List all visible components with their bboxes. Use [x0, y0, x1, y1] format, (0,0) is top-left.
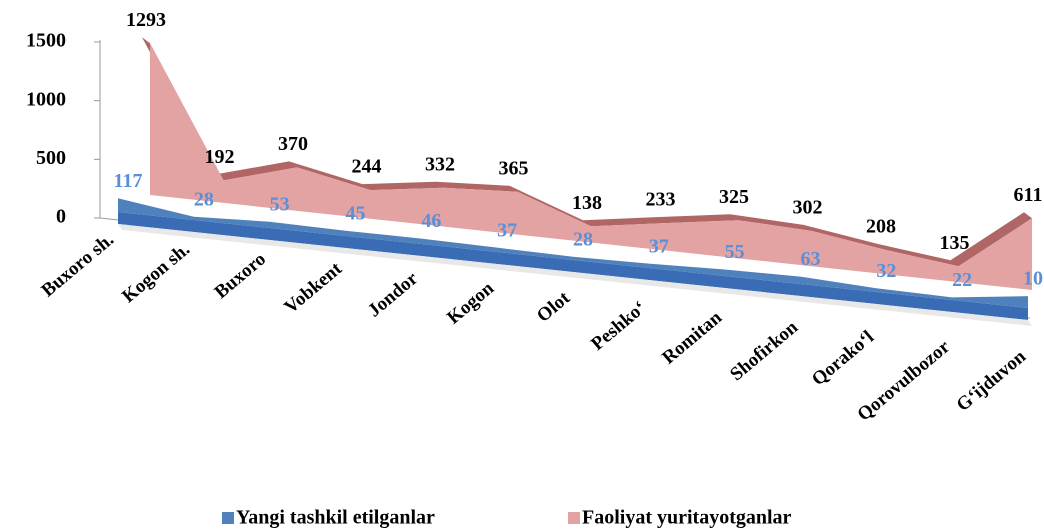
data-label: 332 [425, 153, 455, 175]
data-label: 101 [1023, 268, 1044, 290]
area-front [118, 212, 1028, 320]
x-tick-label: Shofirkon [726, 317, 802, 386]
data-label: 611 [1014, 184, 1043, 206]
data-label: 244 [352, 156, 382, 178]
area [150, 43, 1032, 291]
y-tick-label: 500 [36, 147, 66, 169]
data-label: 302 [793, 196, 823, 218]
y-tick-label: 0 [56, 206, 66, 228]
x-tick-label: Olot [533, 287, 575, 327]
x-tick-label: Qorako‘l [808, 327, 878, 391]
data-label: 325 [719, 186, 749, 208]
data-label: 370 [278, 133, 308, 155]
floor-edge [118, 224, 1032, 326]
data-label: 135 [940, 232, 970, 254]
x-tick-label: Kogon [443, 278, 498, 329]
x-tick-label: Vobkent [280, 258, 346, 318]
data-label: 28 [194, 188, 214, 210]
area [118, 198, 1028, 308]
data-label: 208 [866, 215, 896, 237]
legend-label: Faoliyat yuritayotganlar [582, 507, 792, 529]
data-label: 32 [876, 260, 896, 282]
x-tick-label: Romitan [658, 307, 726, 369]
x-tick-label: Kogon sh. [118, 239, 194, 307]
data-label: 55 [725, 241, 745, 263]
x-tick-label: Buxoro [211, 249, 270, 304]
data-label: 233 [646, 189, 676, 211]
data-label: 37 [649, 235, 669, 257]
data-label: 37 [497, 219, 517, 241]
data-label: 46 [421, 210, 441, 232]
x-tick-label: G‘ijduvon [953, 346, 1031, 416]
x-tick-label: Jondor [364, 268, 422, 322]
legend-swatch [222, 512, 234, 524]
data-label: 22 [952, 269, 972, 291]
x-tick-label: Buxoro sh. [38, 229, 118, 301]
data-label: 365 [499, 157, 529, 179]
data-label: 138 [572, 192, 602, 214]
area-top-edge [142, 37, 1032, 267]
y-tick-label: 1000 [26, 88, 66, 110]
data-label: 1293 [126, 9, 166, 31]
x-tick-label: Peshko‘ [587, 297, 650, 354]
y-tick-label: 1500 [26, 30, 66, 52]
data-label: 192 [205, 146, 235, 168]
legend-label: Yangi tashkil etilganlar [236, 507, 435, 529]
data-label: 63 [801, 248, 821, 270]
data-label: 117 [114, 170, 143, 192]
legend-swatch [568, 512, 580, 524]
data-label: 45 [346, 202, 366, 224]
data-label: 53 [270, 193, 290, 215]
data-label: 28 [573, 228, 593, 250]
